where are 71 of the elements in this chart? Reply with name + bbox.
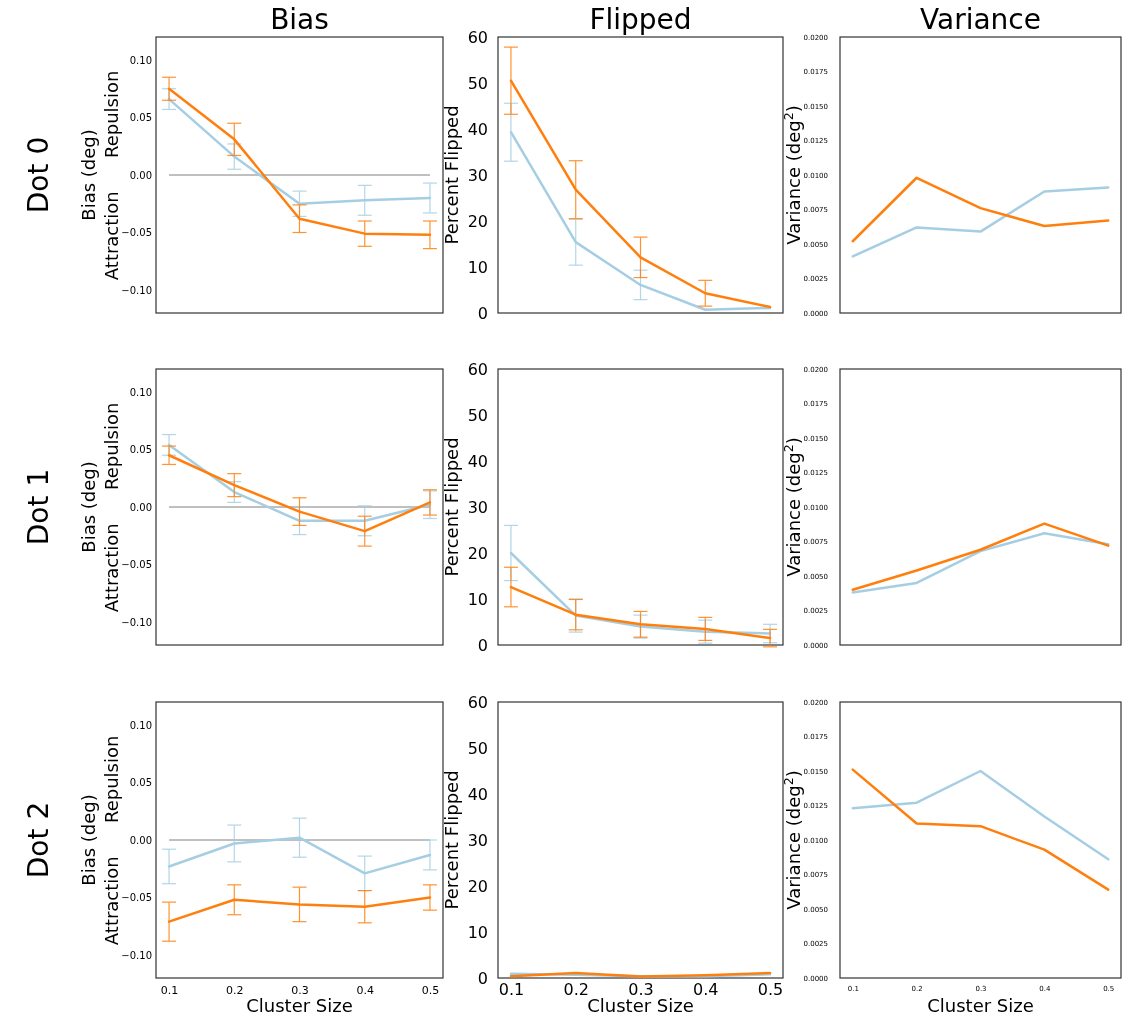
y-tick-label: 0.10 (129, 719, 152, 731)
x-tick-label: 0.1 (498, 980, 525, 1000)
y-axis-title: Percent Flipped (441, 770, 462, 910)
y-tick-label: 40 (467, 119, 488, 139)
y-tick-label: 10 (467, 257, 488, 277)
y-tick-label: 0 (477, 968, 488, 988)
y-tick-label: 20 (467, 211, 488, 231)
text: Attraction (101, 191, 122, 281)
y-tick-label: −0.10 (121, 616, 152, 628)
line-series (851, 769, 1110, 861)
y-tick-label: 60 (467, 359, 488, 379)
chart-title: Flipped (589, 3, 692, 36)
y-tick-label: −0.05 (121, 892, 152, 904)
line-series (851, 176, 1110, 243)
y-tick-label: 50 (467, 73, 488, 93)
y-tick-label: 50 (467, 738, 488, 758)
x-tick-label: 0.4 (356, 983, 374, 997)
y-tick-label: 10 (467, 589, 488, 609)
y-tick-label: 0.00 (129, 834, 152, 846)
x-tick-label: 0.2 (563, 980, 589, 1000)
line-series (851, 186, 1110, 258)
line-series (851, 768, 1110, 891)
text: Dot 0 (22, 136, 55, 214)
y-tick-label: −0.10 (121, 284, 152, 296)
text: Attraction (101, 523, 122, 613)
text: Repulsion (101, 735, 122, 823)
y-tick-label: 20 (467, 876, 488, 896)
y-tick-label: 40 (467, 784, 488, 804)
y-tick-label: 0.10 (129, 54, 152, 66)
y-axis-title: Percent Flipped (441, 437, 462, 577)
x-tick-label: 0.5 (421, 983, 440, 997)
y-axis-title: Bias (deg) (78, 129, 99, 221)
y-axis-title: Bias (deg) (78, 794, 99, 886)
y-tick-label: 0 (477, 303, 488, 323)
y-tick-label: 50 (467, 405, 488, 425)
y-tick-label: 20 (467, 543, 488, 563)
line-series (851, 522, 1110, 592)
text: Repulsion (101, 70, 122, 158)
y-tick-label: 0 (477, 635, 488, 655)
text: Repulsion (101, 402, 122, 490)
y-tick-label: 40 (467, 451, 488, 471)
y-tick-label: 60 (467, 27, 488, 47)
y-tick-label: 10 (467, 922, 488, 942)
x-tick-label: 0.4 (693, 980, 719, 1000)
text: Dot 1 (22, 468, 55, 546)
line-series (851, 531, 1110, 594)
chart-title: Bias (270, 3, 329, 36)
y-tick-label: −0.05 (121, 227, 152, 239)
y-tick-label: 0.00 (129, 169, 152, 181)
y-tick-label: −0.10 (121, 949, 152, 961)
y-axis-title: Percent Flipped (441, 105, 462, 245)
y-tick-label: −0.05 (121, 559, 152, 571)
y-tick-label: 30 (467, 165, 488, 185)
y-tick-label: 60 (467, 692, 488, 712)
y-tick-label: 0.00 (129, 501, 152, 513)
x-axis-title: Cluster Size (927, 995, 1034, 1016)
x-axis-title: Cluster Size (246, 995, 353, 1016)
text: Attraction (101, 856, 122, 946)
y-axis-title: Bias (deg) (78, 461, 99, 553)
chart-title: Variance (920, 3, 1041, 36)
y-tick-label: 0.05 (129, 444, 152, 456)
y-tick-label: 0.05 (129, 777, 152, 789)
text: Dot 2 (22, 801, 55, 879)
x-tick-label: 0.2 (226, 983, 244, 997)
y-tick-label: 0.10 (129, 386, 152, 398)
y-tick-label: 0.05 (129, 112, 152, 124)
x-tick-label: 0.5 (757, 980, 784, 1000)
y-tick-label: 30 (467, 830, 488, 850)
x-tick-label: 0.3 (291, 983, 309, 997)
y-tick-label: 30 (467, 497, 488, 517)
x-tick-label: 0.1 (160, 983, 179, 997)
